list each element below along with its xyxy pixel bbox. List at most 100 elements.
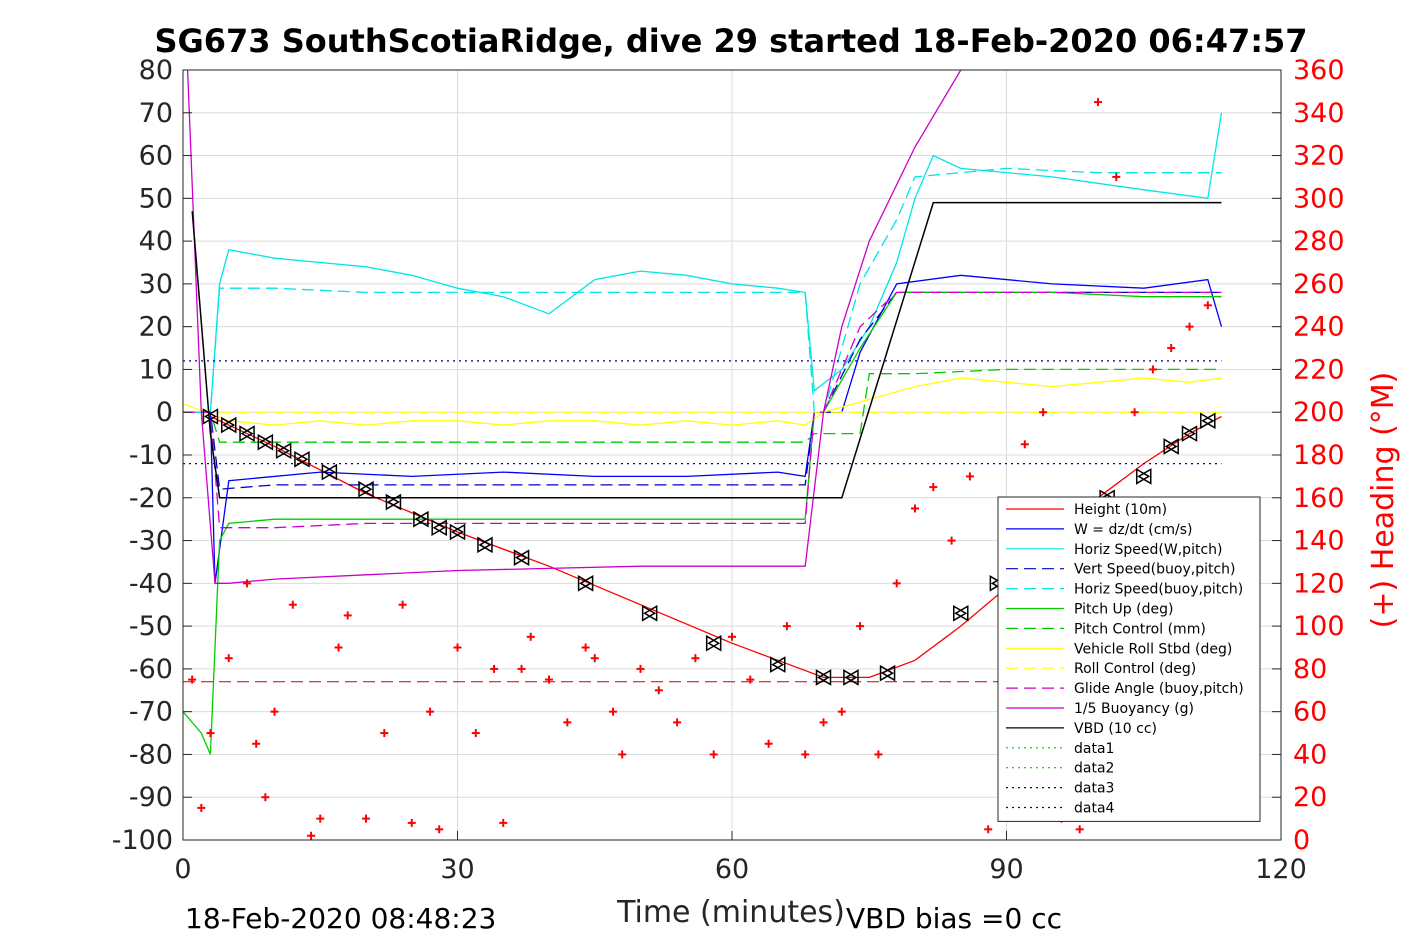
y-tick-label: 0 [156,397,173,428]
y-tick-label: 20 [139,312,173,343]
y-right-tick-label: 140 [1293,526,1345,557]
heading-point [426,707,435,716]
heading-point [545,675,553,684]
legend-entry: Pitch Up (deg) [1074,602,1173,618]
depth-marker [879,664,896,682]
heading-point [636,664,645,673]
y-right-tick-label: 160 [1293,483,1345,514]
y-right-tick-label: 280 [1293,226,1345,257]
footer-vbd-bias: VBD bias =0 cc [846,902,1062,935]
y-tick-label: -30 [129,526,173,557]
heading-point [471,729,480,738]
y-right-tick-label: 240 [1293,312,1345,343]
series-line-10 [186,69,962,584]
depth-marker [431,519,447,537]
legend-entry: Horiz Speed(buoy,pitch) [1074,582,1243,598]
x-axis-label: Time (minutes) [616,895,845,930]
y-tick-label: -10 [129,440,173,471]
heading-point [307,831,316,840]
y-right-tick-label: 360 [1293,55,1345,86]
heading-point [1130,408,1139,417]
heading-point [929,483,938,492]
heading-point [819,718,828,727]
legend-entry: Pitch Control (mm) [1074,621,1206,637]
heading-point [856,622,865,631]
heading-point [362,814,370,823]
x-tick-label: 30 [440,854,474,885]
legend-entry: Vehicle Roll Stbd (deg) [1074,641,1232,657]
y-tick-label: 50 [139,183,173,214]
series-line-4 [183,167,1222,413]
heading-point [984,825,993,834]
depth-marker [1200,412,1216,430]
depth-marker [321,463,338,481]
depth-marker [275,442,292,460]
y-right-tick-label: 220 [1293,354,1345,385]
x-tick-label: 120 [1255,854,1307,885]
y-tick-label: -100 [112,825,173,856]
footer-timestamp: 18-Feb-2020 08:48:23 [185,902,496,935]
heading-point [316,814,325,823]
y-tick-label: -60 [129,654,173,685]
x-tick-label: 0 [174,854,191,885]
y-axis-right-label: (+) Heading (°M) [1366,372,1401,629]
y-right-tick-label: 340 [1293,98,1345,129]
heading-point [673,718,682,727]
heading-point [782,622,791,631]
y-tick-label: 70 [139,98,173,129]
legend-entry: W = dz/dt (cm/s) [1074,522,1193,538]
x-axis: 0 30 60 90 120 [174,831,1307,885]
heading-point [270,707,279,716]
heading-point [1185,322,1194,331]
heading-point [1112,172,1121,181]
y-right-tick-label: 100 [1293,611,1345,642]
legend-entry: data4 [1074,801,1115,817]
depth-marker [239,425,255,442]
x-tick-label: 90 [989,854,1023,885]
depth-marker [1163,438,1179,455]
heading-point [526,632,535,641]
y-right-tick-label: 40 [1293,739,1327,770]
heading-point [709,750,718,759]
legend: Height (10m) W = dz/dt (cm/s) Horiz Speed(… [997,496,1261,822]
depth-marker [843,669,859,686]
heading-point [691,654,700,663]
y-right-tick-label: 200 [1293,397,1345,428]
heading-point [224,654,233,663]
depth-marker [257,433,274,451]
heading-point [1148,365,1157,374]
heading-point [563,718,572,727]
y-axis-left: 80 70 60 50 40 30 20 10 0 -10 -20 -30 -40 -50 -60 -70 -8… [112,55,192,856]
heading-point [288,600,297,609]
heading-point [206,729,215,738]
y-tick-label: -40 [129,568,173,599]
legend-entry: 1/5 Buoyancy (g) [1074,701,1194,717]
y-right-tick-label: 260 [1293,269,1345,300]
depth-marker [413,510,429,528]
heading-point [1020,440,1029,449]
depth-marker [770,656,786,673]
series-line-11 [191,201,1222,499]
legend-entry: Vert Speed(buoy,pitch) [1074,562,1236,578]
legend-entry: Glide Angle (buoy,pitch) [1074,681,1244,697]
y-tick-label: -90 [129,782,173,813]
legend-entry: data2 [1074,761,1114,777]
series-line-7 [182,377,1222,426]
heading-point [261,793,270,802]
heading-point [380,729,389,738]
y-tick-label: -50 [129,611,173,642]
y-right-tick-label: 120 [1293,568,1345,599]
chart-title: SG673 SouthScotiaRidge, dive 29 started … [154,22,1307,60]
depth-marker [385,493,402,511]
heading-point [801,750,810,759]
heading-point [517,664,526,673]
heading-point [1039,408,1048,417]
heading-point [892,579,901,588]
depth-marker [705,634,722,652]
y-tick-label: 10 [139,354,173,385]
depth-marker [953,604,969,622]
series-line-6 [183,368,1222,443]
heading-point [837,707,846,716]
heading-point [746,675,755,684]
heading-point [398,600,407,609]
